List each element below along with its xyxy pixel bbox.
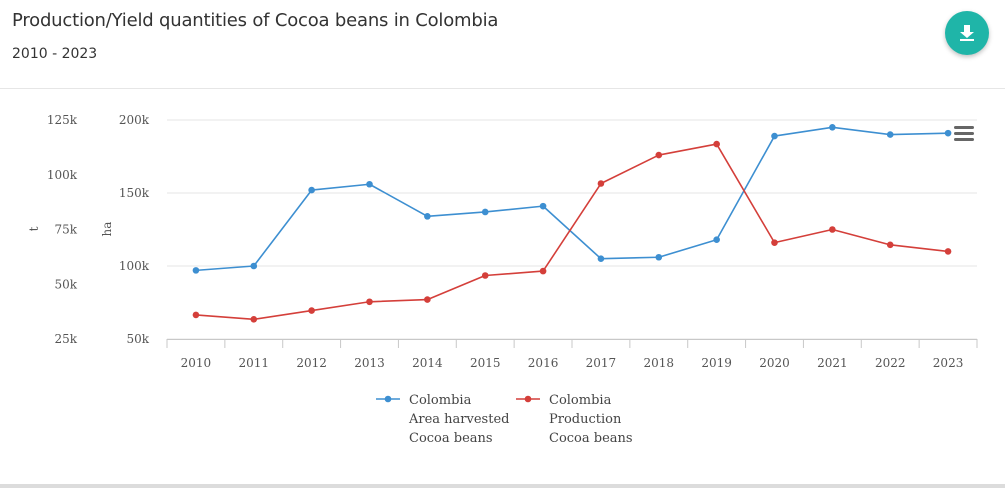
t-axis: 125k 100k 75k 50k 25k <box>47 113 78 346</box>
legend-label: Area harvested <box>408 412 509 427</box>
data-point-production[interactable] <box>829 226 836 233</box>
x-axis: 2010 2011 2012 2013 2014 2015 2016 2017 2018 2019… <box>166 339 978 370</box>
legend-swatch-marker <box>524 395 532 403</box>
download-button[interactable] <box>945 11 989 55</box>
data-point-area-harvested[interactable] <box>366 180 373 188</box>
legend-item-area-harvested[interactable]: Colombia Area harvested Cocoa beans <box>376 393 509 446</box>
data-point-production[interactable] <box>771 239 778 246</box>
data-point-area-harvested[interactable] <box>481 208 489 216</box>
bottom-scroll-bar <box>0 484 1005 488</box>
data-point-production[interactable] <box>424 296 431 303</box>
ha-tick-label: 100k <box>119 259 150 273</box>
data-point-area-harvested[interactable] <box>308 186 315 194</box>
series-line-production <box>195 143 949 321</box>
data-point-production[interactable] <box>886 241 894 249</box>
legend-label: Production <box>549 412 622 427</box>
x-tick-label: 2021 <box>817 356 848 370</box>
x-tick-label: 2016 <box>528 356 559 370</box>
x-tick-label: 2015 <box>470 356 501 370</box>
header-divider <box>0 88 1005 89</box>
data-point-area-harvested[interactable] <box>829 124 836 131</box>
legend-swatch-marker <box>384 395 392 403</box>
hamburger-menu-icon[interactable] <box>954 126 974 141</box>
ha-axis-title: ha <box>100 222 114 237</box>
data-point-production[interactable] <box>655 151 663 159</box>
x-tick-label: 2012 <box>296 356 327 370</box>
data-point-production[interactable] <box>944 248 952 255</box>
t-tick-label: 100k <box>47 168 78 182</box>
data-point-production[interactable] <box>713 140 720 148</box>
t-tick-label: 50k <box>54 277 77 291</box>
t-tick-label: 75k <box>54 223 77 237</box>
x-tick-label: 2018 <box>644 356 675 370</box>
data-point-area-harvested[interactable] <box>886 131 894 138</box>
download-icon <box>960 25 974 41</box>
data-point-area-harvested[interactable] <box>597 255 605 262</box>
t-tick-label: 25k <box>54 332 77 346</box>
data-point-production[interactable] <box>481 272 489 279</box>
ha-axis: 200k 150k 100k 50k <box>119 113 150 346</box>
data-point-production[interactable] <box>366 298 373 306</box>
chart-title: Production/Yield quantities of Cocoa bea… <box>12 10 499 31</box>
x-tick-label: 2019 <box>701 356 732 370</box>
x-tick-label: 2020 <box>759 356 790 370</box>
x-tick-label: 2017 <box>586 356 617 370</box>
legend-item-production[interactable]: Colombia Production Cocoa beans <box>516 393 633 446</box>
x-tick-label: 2010 <box>181 356 212 370</box>
series-layer <box>192 124 952 323</box>
data-point-area-harvested[interactable] <box>771 132 778 140</box>
ha-tick-label: 200k <box>119 113 150 127</box>
ha-tick-label: 150k <box>119 186 150 200</box>
x-tick-label: 2013 <box>354 356 385 370</box>
data-point-production[interactable] <box>192 311 200 319</box>
legend-label: Colombia <box>409 393 472 408</box>
data-point-production[interactable] <box>250 315 258 323</box>
legend-label: Colombia <box>549 393 612 408</box>
x-tick-label: 2014 <box>412 356 443 370</box>
data-point-area-harvested[interactable] <box>655 253 663 261</box>
data-point-area-harvested[interactable] <box>192 267 200 274</box>
data-point-production[interactable] <box>539 267 547 275</box>
t-axis-title: t <box>27 226 41 231</box>
data-point-area-harvested[interactable] <box>713 236 720 244</box>
x-tick-label: 2023 <box>933 356 964 370</box>
grid-lines <box>167 119 977 340</box>
data-point-area-harvested[interactable] <box>250 262 258 270</box>
data-point-production[interactable] <box>597 180 605 187</box>
data-point-area-harvested[interactable] <box>944 129 952 137</box>
data-point-production[interactable] <box>308 307 315 314</box>
t-tick-label: 125k <box>47 113 78 127</box>
legend-label: Cocoa beans <box>409 431 493 446</box>
data-point-area-harvested[interactable] <box>424 213 431 220</box>
ha-tick-label: 50k <box>126 332 149 346</box>
x-tick-label: 2011 <box>239 356 270 370</box>
data-point-area-harvested[interactable] <box>539 202 547 210</box>
legend-label: Cocoa beans <box>549 431 633 446</box>
chart-subtitle: 2010 - 2023 <box>12 46 98 62</box>
x-tick-label: 2022 <box>875 356 906 370</box>
series-line-area-harvested <box>195 126 949 272</box>
